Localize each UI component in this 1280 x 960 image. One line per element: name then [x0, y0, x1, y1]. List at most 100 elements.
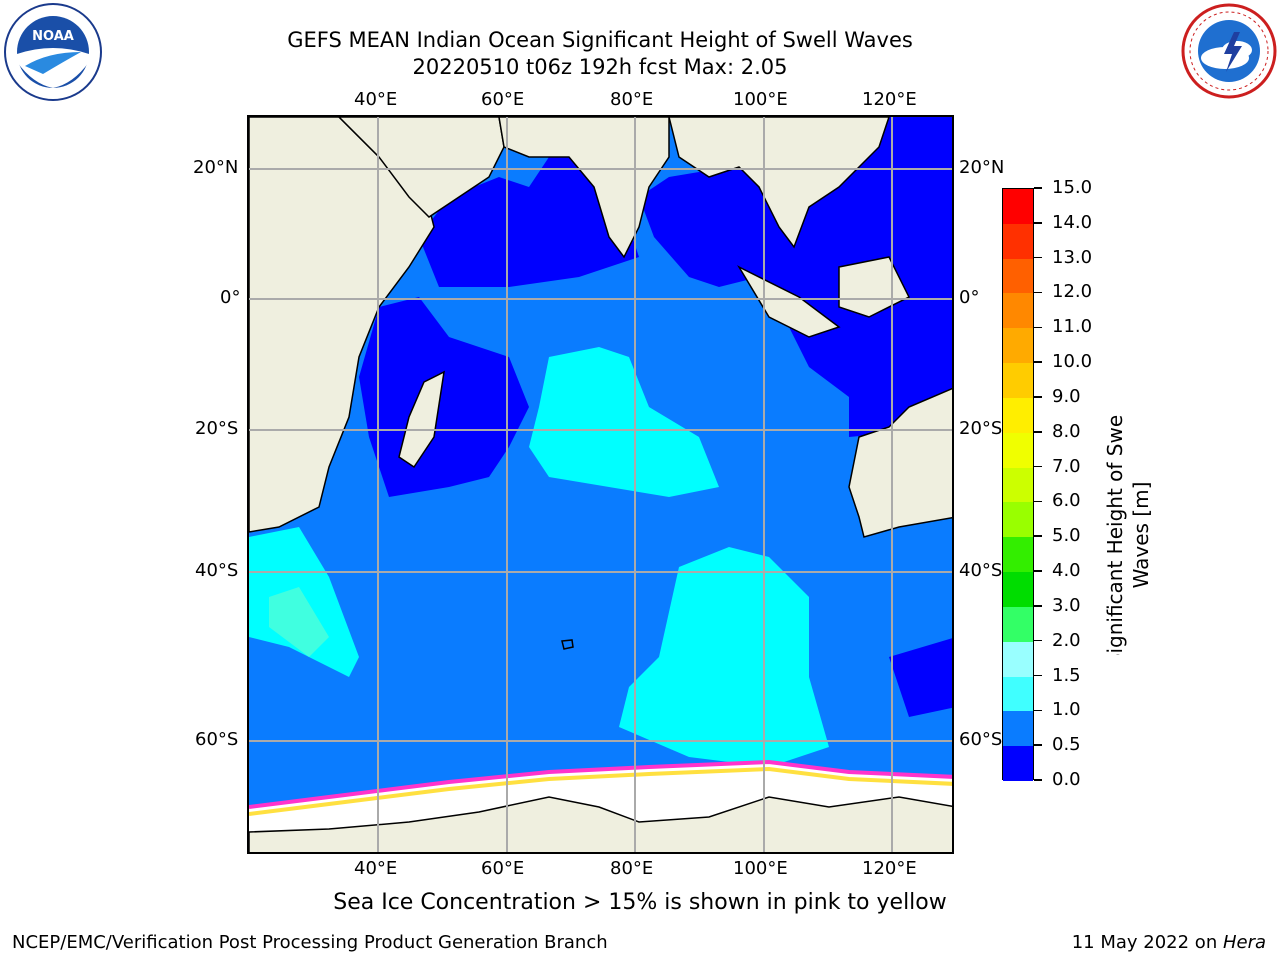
nws-logo	[1180, 2, 1278, 100]
lon-label-bottom: 120°E	[862, 858, 917, 879]
lon-label-bottom: 60°E	[481, 858, 525, 879]
colorbar-label: 3.0	[1052, 594, 1081, 616]
colorbar-tick	[1034, 605, 1042, 607]
colorbar-segment	[1003, 258, 1033, 294]
colorbar-label: 9.0	[1052, 385, 1081, 407]
colorbar-segment	[1003, 189, 1033, 225]
colorbar	[1002, 188, 1034, 782]
colorbar-title-line2: Waves [m]	[1129, 482, 1153, 589]
india-land	[498, 117, 670, 259]
colorbar-tick	[1034, 535, 1042, 537]
footer-date-text: 11 May 2022 on	[1071, 932, 1223, 953]
colorbar-tick	[1034, 256, 1042, 259]
lat-label-left: 60°S	[195, 729, 239, 750]
southwest-swell-peak	[269, 587, 329, 657]
colorbar-title: Significant Height of Swell Waves [m]	[1100, 404, 1160, 666]
colorbar-tick	[1034, 779, 1042, 781]
colorbar-tick	[1034, 639, 1042, 642]
colorbar-label: 4.0	[1052, 560, 1081, 582]
colorbar-segment	[1003, 537, 1033, 573]
colorbar-label: 1.0	[1052, 699, 1081, 721]
colorbar-tick	[1034, 465, 1042, 468]
colorbar-tick	[1034, 291, 1042, 294]
kerguelen-island	[561, 639, 574, 650]
colorbar-label: 10.0	[1052, 351, 1093, 373]
colorbar-tick	[1034, 326, 1042, 329]
lon-label-bottom: 100°E	[733, 858, 788, 879]
map-panel	[247, 115, 954, 854]
colorbar-segment	[1003, 328, 1033, 364]
colorbar-segment	[1003, 293, 1033, 329]
colorbar-segment	[1003, 397, 1033, 434]
colorbar-tick	[1034, 500, 1042, 503]
sea-ice-caption: Sea Ice Concentration > 15% is shown in …	[333, 890, 947, 915]
arabian-sea-low	[419, 147, 639, 287]
colorbar-label: 12.0	[1052, 281, 1093, 303]
colorbar-label: 1.5	[1052, 664, 1081, 686]
colorbar-segment	[1003, 641, 1033, 678]
colorbar-segment	[1003, 746, 1033, 782]
colorbar-segment	[1003, 363, 1033, 399]
colorbar-segment	[1003, 502, 1033, 538]
colorbar-segment	[1003, 676, 1033, 712]
colorbar-tick	[1034, 431, 1042, 433]
lon-label-top: 100°E	[733, 89, 788, 110]
map-subtitle: 20220510 t06z 192h fcst Max: 2.05	[412, 55, 788, 79]
colorbar-label: 6.0	[1052, 490, 1081, 512]
colorbar-segment	[1003, 467, 1033, 503]
lon-label-top: 120°E	[862, 89, 917, 110]
swell-height-map	[249, 117, 952, 852]
colorbar-segment	[1003, 223, 1033, 260]
colorbar-label: 14.0	[1052, 211, 1093, 233]
colorbar-tick	[1034, 570, 1042, 572]
lon-label-bottom: 40°E	[354, 858, 398, 879]
colorbar-tick	[1034, 396, 1042, 398]
lat-label-left: 20°N	[193, 157, 239, 178]
colorbar-label: 8.0	[1052, 420, 1081, 442]
colorbar-tick	[1034, 744, 1042, 746]
colorbar-label: 2.0	[1052, 629, 1081, 651]
footer-branch: NCEP/EMC/Verification Post Processing Pr…	[12, 932, 608, 953]
madagascar-land	[398, 370, 445, 469]
noaa-logo: NOAA	[3, 2, 103, 102]
colorbar-segment	[1003, 606, 1033, 643]
colorbar-label: 0.0	[1052, 769, 1081, 790]
lon-label-top: 40°E	[354, 89, 398, 110]
colorbar-tick	[1034, 187, 1042, 189]
central-swell-high	[529, 347, 719, 497]
lat-label-left: 40°S	[195, 560, 239, 581]
colorbar-segment	[1003, 432, 1033, 469]
bay-of-bengal-low	[639, 117, 952, 437]
colorbar-label: 0.5	[1052, 734, 1081, 756]
lon-label-top: 80°E	[610, 89, 654, 110]
lat-label-right: 20°S	[959, 418, 1003, 439]
colorbar-tick	[1034, 709, 1042, 712]
lat-label-right: 0°	[959, 287, 980, 308]
map-gridlines	[249, 117, 952, 852]
colorbar-label: 5.0	[1052, 525, 1081, 547]
footer-host: Hera	[1222, 932, 1266, 953]
sea-ice-edge-yellow	[249, 766, 952, 816]
map-title: GEFS MEAN Indian Ocean Significant Heigh…	[287, 28, 913, 52]
lat-label-right: 60°S	[959, 729, 1003, 750]
footer-date: 11 May 2022 on Hera	[1072, 932, 1266, 953]
colorbar-tick	[1034, 222, 1042, 224]
colorbar-label: 15.0	[1052, 177, 1093, 198]
colorbar-label: 7.0	[1052, 455, 1081, 477]
southern-swell-high	[619, 547, 829, 767]
noaa-logo-text: NOAA	[32, 29, 74, 44]
lat-label-right: 20°N	[959, 157, 1005, 178]
colorbar-segment	[1003, 711, 1033, 747]
colorbar-tick	[1034, 674, 1042, 677]
lat-label-left: 0°	[220, 287, 241, 308]
colorbar-segment	[1003, 572, 1033, 608]
lon-label-top: 60°E	[481, 89, 525, 110]
colorbar-title-line1: Significant Height of Swell	[1103, 415, 1127, 655]
antarctica-land	[249, 796, 952, 852]
colorbar-label: 13.0	[1052, 246, 1093, 268]
south-australia-low	[889, 638, 952, 717]
colorbar-tick	[1034, 361, 1042, 363]
se-asia-land	[668, 117, 890, 249]
lat-label-right: 40°S	[959, 560, 1003, 581]
australia-land	[848, 387, 952, 538]
